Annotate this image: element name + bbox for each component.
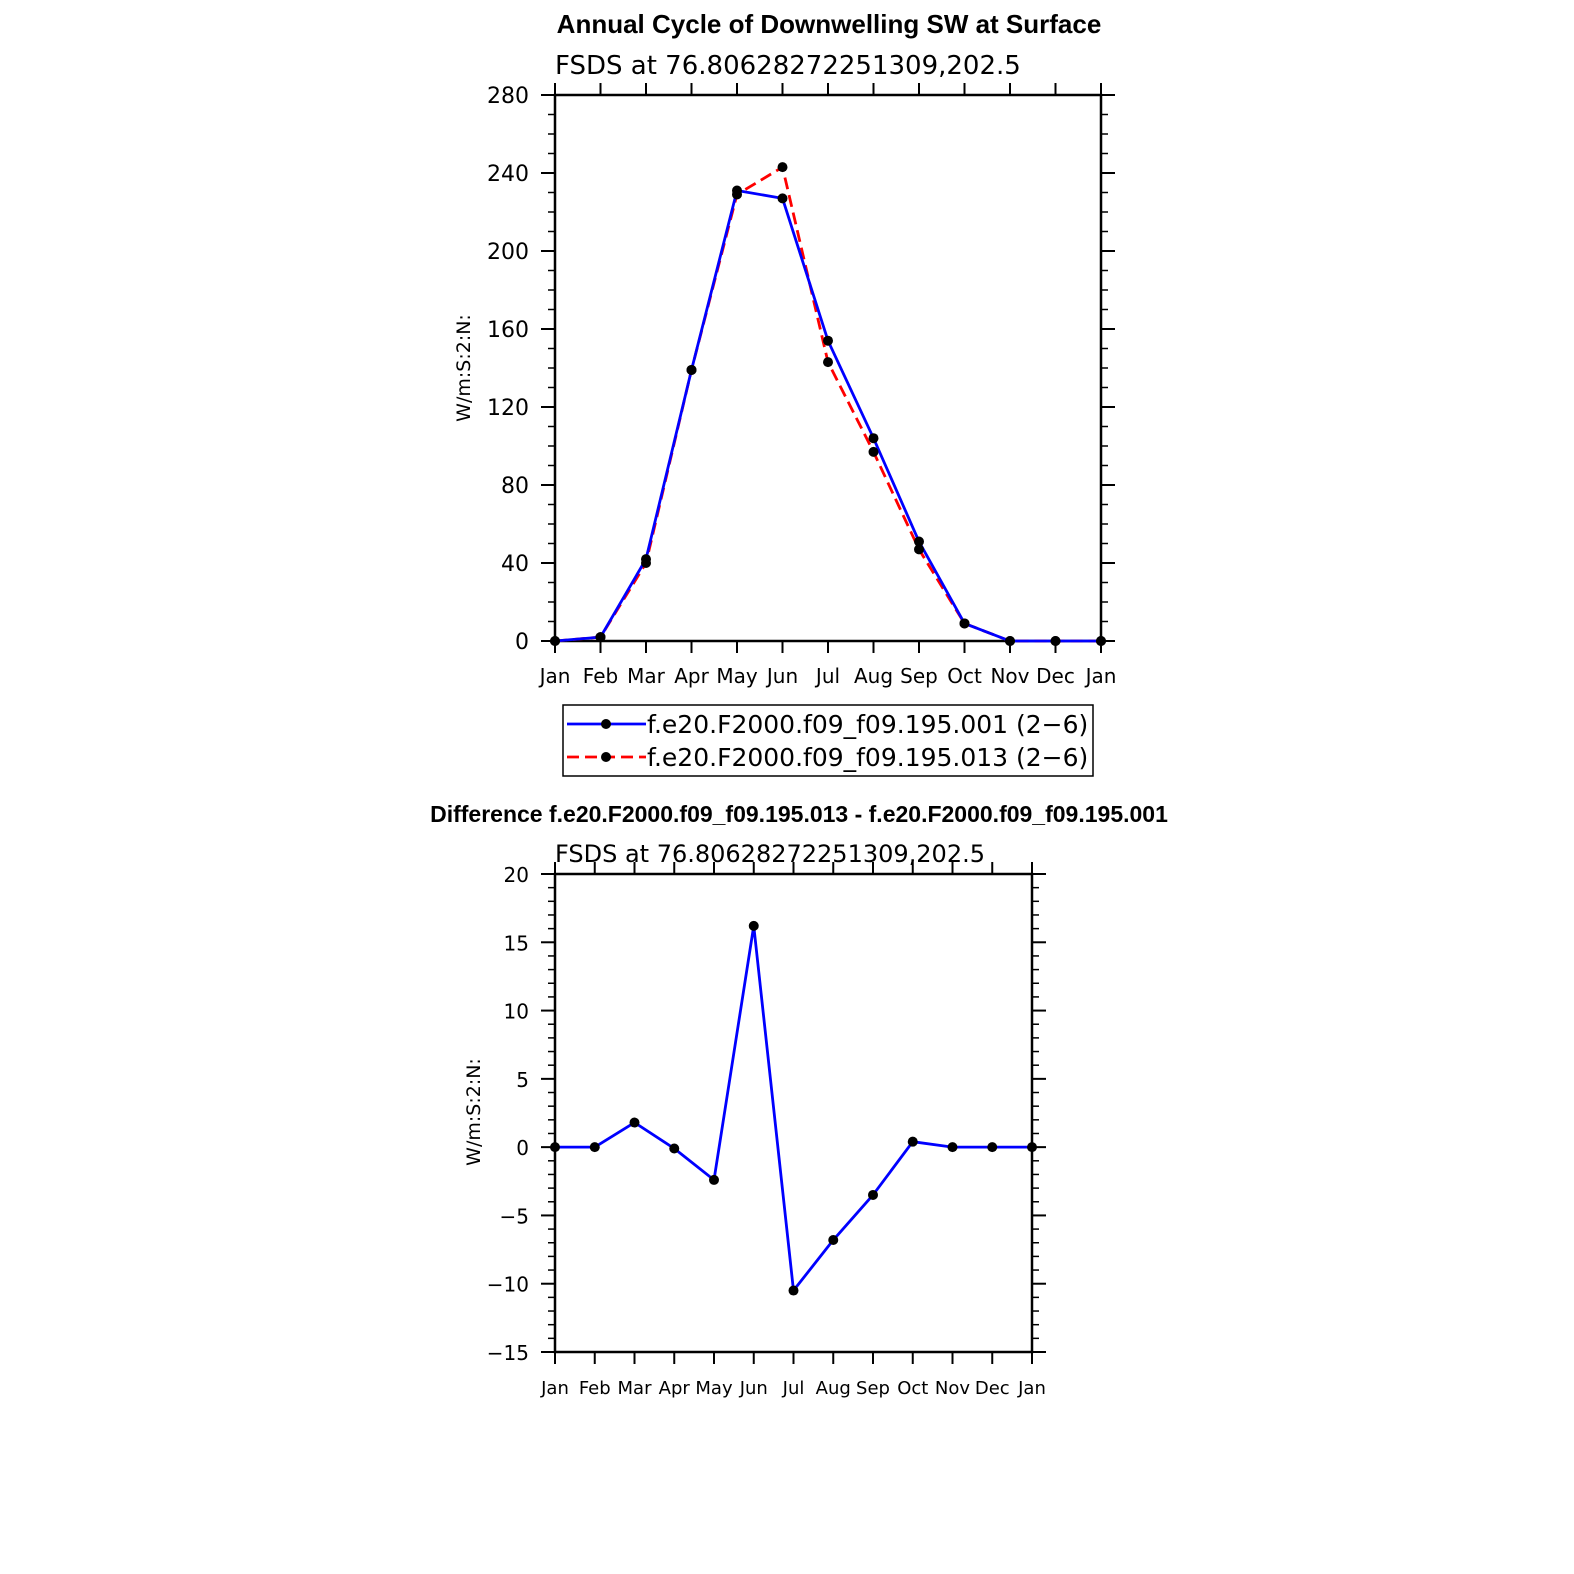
chart1-ylabel: W/m:S:2:N: (453, 314, 475, 422)
data-point-s0 (868, 433, 879, 444)
x-tick-label: Jan (538, 664, 571, 688)
y-tick-label: −5 (500, 1204, 529, 1228)
data-point-s1 (914, 544, 924, 555)
chart1-plot-area: Jan Feb Mar Apr May Jun Jul Aug Sep Oct Nov Dec Jan 0… (487, 83, 1116, 688)
chart1-legend: f.e20.F2000.f09_f09.195.001 (2−6) f.e20.F… (562, 704, 1094, 777)
data-point-s0 (868, 1189, 878, 1200)
series-line-1 (554, 165, 1101, 643)
legend-marker-1 (601, 752, 611, 762)
y-tick-label: 40 (501, 552, 529, 577)
y-tick-label: 120 (487, 396, 529, 421)
chart2-plot-area: Jan Feb Mar Apr May Jun Jul Aug Sep Oct Nov Dec Jan−… (487, 862, 1046, 1399)
y-tick-label: 0 (516, 1136, 529, 1160)
data-point-s0 (709, 1174, 719, 1185)
y-tick-label: −10 (487, 1273, 529, 1297)
x-tick-label: Apr (659, 1378, 691, 1399)
chart2-ylabel: W/m:S:2:N: (463, 1058, 485, 1166)
data-point-s1 (686, 364, 697, 375)
data-point-s0 (907, 1136, 918, 1147)
y-tick-label: 280 (487, 84, 529, 109)
x-tick-label: Aug (854, 664, 893, 688)
chart2-subtitle: FSDS at 76.80628272251309,202.5 (555, 840, 985, 868)
data-point-s0 (828, 1235, 839, 1246)
x-tick-label: Dec (975, 1378, 1010, 1399)
x-tick-label: Sep (900, 664, 938, 688)
data-point-s1 (959, 618, 970, 629)
data-point-s0 (1027, 1142, 1037, 1153)
x-tick-label: Dec (1036, 664, 1075, 688)
x-tick-label: Sep (856, 1378, 890, 1399)
data-point-s0 (823, 335, 833, 346)
x-tick-label: Apr (674, 664, 709, 688)
x-tick-label: Feb (579, 1378, 611, 1399)
data-point-s0 (669, 1143, 680, 1154)
data-point-s1 (823, 357, 833, 368)
x-tick-label: Mar (627, 664, 666, 688)
x-tick-label: Jun (765, 664, 798, 688)
legend-label-0: f.e20.F2000.f09_f09.195.001 (2−6) (647, 710, 1088, 739)
y-tick-label: −15 (487, 1341, 529, 1365)
series-line-0 (554, 189, 1101, 643)
x-tick-label: Jun (739, 1378, 768, 1399)
x-tick-label: Jan (540, 1378, 569, 1399)
legend-label-1: f.e20.F2000.f09_f09.195.013 (2−6) (647, 743, 1088, 772)
x-tick-label: Aug (816, 1378, 851, 1399)
x-tick-label: Feb (583, 664, 618, 688)
data-point-s0 (629, 1117, 640, 1128)
series-line-0 (555, 924, 1032, 1292)
data-point-s1 (595, 632, 606, 643)
data-point-s1 (641, 558, 651, 568)
x-tick-label: Nov (990, 664, 1029, 688)
data-point-s1 (550, 636, 560, 646)
chart1-title: Annual Cycle of Downwelling SW at Surfac… (557, 9, 1102, 39)
data-point-s1 (1096, 636, 1106, 646)
y-tick-label: 240 (487, 162, 529, 187)
data-point-s0 (788, 1285, 799, 1296)
data-point-s1 (1005, 636, 1015, 646)
x-tick-label: May (695, 1378, 733, 1399)
y-tick-label: 80 (501, 474, 529, 499)
data-point-s0 (589, 1142, 600, 1153)
y-tick-label: 10 (504, 1000, 529, 1024)
data-point-s1 (868, 446, 879, 457)
y-tick-label: 15 (504, 931, 529, 955)
data-point-s1 (732, 189, 742, 200)
x-tick-label: Jul (814, 664, 840, 688)
x-tick-label: Jan (1017, 1378, 1046, 1399)
x-tick-label: Mar (618, 1378, 653, 1399)
x-tick-label: May (716, 664, 758, 688)
data-point-s0 (987, 1142, 998, 1153)
y-tick-label: 160 (487, 318, 529, 343)
x-tick-label: Oct (897, 1378, 928, 1399)
data-point-s0 (550, 1142, 560, 1153)
chart1-subtitle: FSDS at 76.80628272251309,202.5 (555, 51, 1021, 81)
data-point-s0 (914, 536, 924, 547)
x-tick-label: Jul (782, 1378, 805, 1399)
x-tick-label: Jan (1084, 664, 1117, 688)
data-point-s0 (748, 920, 759, 931)
x-tick-label: Nov (935, 1378, 970, 1399)
data-point-s1 (777, 162, 788, 173)
y-tick-label: 20 (504, 863, 529, 887)
y-tick-label: 0 (515, 630, 529, 655)
y-tick-label: 200 (487, 240, 529, 265)
data-point-s0 (777, 193, 788, 204)
legend-box (562, 704, 1094, 777)
data-point-s1 (1050, 636, 1061, 646)
data-point-s0 (947, 1142, 958, 1153)
chart2-title: Difference f.e20.F2000.f09_f09.195.013 -… (430, 801, 1168, 827)
x-tick-label: Oct (947, 664, 982, 688)
legend-marker-0 (601, 719, 611, 729)
plot-frame (553, 93, 1103, 643)
y-tick-label: 5 (516, 1068, 529, 1092)
